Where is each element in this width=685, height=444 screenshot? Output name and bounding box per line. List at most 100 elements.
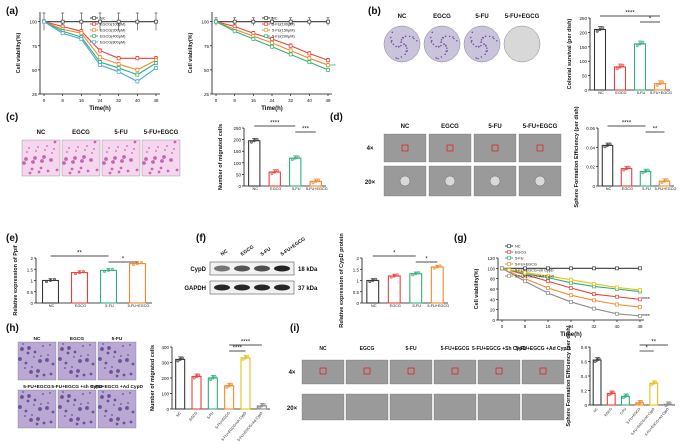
legend-marker: [92, 16, 96, 20]
cell-dot: [40, 403, 42, 405]
data-point: [592, 292, 596, 297]
y-tick-label: 200: [161, 376, 169, 381]
data-point: [569, 300, 573, 304]
image-label: EGCG: [70, 336, 84, 342]
data-point: [232, 19, 237, 24]
micrograph-high: [521, 393, 565, 421]
cell-dot: [27, 394, 31, 398]
cell-dot: [22, 161, 26, 165]
x-tick-label: 24: [269, 98, 275, 103]
protein-band: [254, 265, 270, 272]
image-label: NC: [37, 130, 46, 136]
y-tick-label: 150: [233, 149, 241, 154]
panel-label: (a): [6, 6, 18, 17]
micrograph-low: [521, 359, 565, 385]
data-point: [48, 278, 53, 283]
image-label: 5-FU+EGCG +Ad CypD: [516, 346, 571, 352]
magnification-label: 4×: [289, 370, 296, 376]
significance-label: **: [77, 251, 82, 257]
cell-dot: [126, 145, 128, 147]
data-point: [213, 374, 217, 379]
data-point: [605, 143, 610, 147]
colony: [485, 50, 488, 53]
colony: [395, 45, 397, 48]
cell-dot: [46, 145, 48, 147]
data-point: [438, 264, 442, 268]
data-point: [154, 19, 158, 24]
cell-dot: [104, 367, 106, 369]
cell-dot: [117, 146, 119, 148]
data-point: [135, 56, 140, 61]
significance-label: *: [122, 257, 125, 263]
cell-dot: [31, 366, 33, 368]
cell-dot: [91, 152, 93, 154]
data-point: [314, 179, 318, 183]
cell-dot: [111, 414, 113, 416]
colony: [488, 35, 491, 38]
legend-label: 5-FU(200μM): [272, 35, 295, 39]
data-point: [546, 286, 550, 290]
data-point: [661, 80, 665, 84]
category-label: 5-FU: [206, 411, 214, 420]
cell-dot: [60, 395, 64, 399]
sphere: [534, 175, 546, 187]
data-point: [194, 374, 199, 379]
colony: [430, 41, 433, 43]
y-tick-label: 100: [487, 266, 495, 271]
data-point: [154, 66, 158, 70]
data-point: [79, 37, 84, 41]
y-axis-label: Relative expression of Ppif: [13, 245, 19, 315]
data-point: [116, 66, 121, 70]
lane-label: EGCG: [240, 244, 256, 257]
cell-dot: [142, 161, 146, 165]
cell-dot: [42, 421, 46, 425]
cell-dot: [127, 354, 129, 356]
legend-marker: [92, 34, 96, 38]
category-label: 5-FU+EGCG: [215, 411, 231, 430]
legend-marker: [507, 244, 511, 248]
data-point: [211, 376, 215, 380]
colony: [437, 57, 439, 60]
micrograph: [141, 139, 181, 177]
cell-dot: [33, 356, 35, 358]
cell-dot: [85, 406, 89, 410]
cell-dot: [120, 403, 122, 405]
cell-dot: [77, 146, 79, 148]
y-tick-label: 0.2: [581, 389, 588, 394]
colony: [484, 35, 487, 38]
cell-dot: [58, 405, 62, 409]
cell-dot: [131, 152, 133, 154]
data-point: [307, 56, 312, 61]
data-point: [73, 272, 78, 276]
significance-label: ****: [241, 340, 251, 346]
cell-dot: [62, 391, 64, 393]
cell-dot: [73, 356, 75, 358]
colony: [440, 44, 442, 47]
significance-label: ***: [330, 64, 336, 70]
data-point: [641, 171, 645, 175]
cell-dot: [64, 361, 68, 365]
cell-dot: [116, 369, 120, 373]
cell-dot: [164, 149, 166, 151]
x-axis-label: Time(h): [261, 106, 283, 112]
significance-label: *: [649, 17, 652, 23]
y-tick-label: 100: [201, 20, 209, 25]
data-point: [389, 275, 393, 279]
x-tick-label: 48: [325, 98, 331, 103]
data-point: [79, 31, 84, 36]
cell-dot: [64, 409, 68, 413]
cell-dot: [100, 395, 104, 399]
colony: [480, 44, 482, 47]
data-point: [273, 170, 277, 174]
colony: [440, 39, 443, 41]
blot-size: 37 kDa: [298, 286, 318, 292]
y-tick-label: 200: [579, 30, 587, 35]
cell-dot: [71, 366, 73, 368]
cell-dot: [68, 147, 70, 149]
category-label: EGCG: [604, 407, 614, 417]
data-point: [592, 281, 596, 286]
y-tick-label: 2: [356, 256, 359, 261]
protein-band: [274, 265, 290, 272]
cell-dot: [77, 170, 81, 174]
data-point: [411, 273, 415, 277]
